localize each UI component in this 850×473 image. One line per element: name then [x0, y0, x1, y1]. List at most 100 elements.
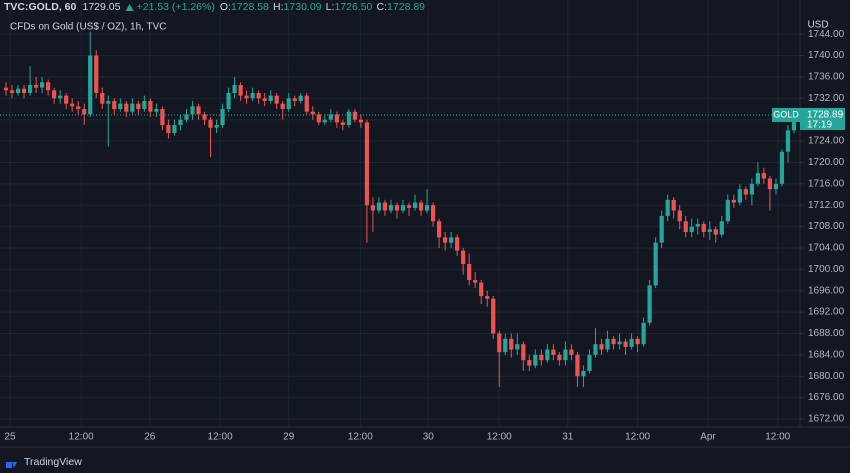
candle-body [196, 106, 201, 115]
x-tick-label: 12:00 [208, 432, 233, 443]
candle-body [124, 103, 129, 112]
candle-body [178, 119, 183, 126]
candle-body [521, 344, 526, 361]
candle-body [256, 92, 261, 99]
up-icon [125, 4, 134, 11]
candle-body [15, 88, 21, 93]
candle-body [148, 101, 153, 112]
candle-body [40, 82, 45, 88]
candle-body [641, 322, 646, 345]
candle-body [33, 84, 39, 88]
x-tick-label: Apr [700, 432, 716, 443]
x-tick-label: 26 [144, 432, 156, 443]
y-tick-label: 1732.00 [808, 93, 845, 104]
candle-body [268, 95, 273, 102]
grid [0, 0, 800, 427]
candle-body [527, 360, 532, 366]
candle-body [418, 202, 424, 211]
candle-body [346, 111, 351, 126]
candle-body [743, 189, 748, 195]
last-price: 1729.05 [83, 1, 121, 13]
candle-body [382, 202, 388, 211]
candle-body [70, 103, 75, 107]
candle-body [316, 114, 321, 123]
candle-body [388, 205, 394, 211]
subtitle: CFDs on Gold (US$ / OZ), 1h, TVC [10, 22, 167, 33]
candle-body [461, 250, 466, 265]
candle-body [94, 55, 99, 93]
candle-body [88, 55, 93, 115]
candle-body [82, 109, 87, 115]
candle-body [467, 264, 472, 281]
x-tick-label: 25 [4, 432, 16, 443]
candle-body [412, 202, 418, 208]
candle-body [533, 354, 538, 366]
candle-body [400, 205, 406, 211]
candles [3, 31, 797, 387]
candle-body [9, 90, 15, 93]
price-tag-price: 1728.89 [807, 110, 844, 121]
candle-body [238, 84, 243, 96]
candle-body [551, 349, 556, 355]
candle-body [118, 103, 123, 110]
candle-body [593, 344, 598, 355]
candle-body [292, 98, 297, 102]
x-tick-label: 12:00 [625, 432, 650, 443]
candle-body [737, 189, 742, 203]
candle-body [557, 354, 562, 361]
candle-body [328, 114, 333, 120]
candle-body [172, 125, 177, 134]
y-tick-label: 1704.00 [808, 243, 845, 254]
candle-body [701, 223, 706, 232]
candle-body [791, 114, 797, 131]
y-tick-label: 1708.00 [808, 221, 845, 232]
y-tick-label: 1692.00 [808, 307, 845, 318]
candle-body [52, 90, 57, 99]
y-tick-label: 1684.00 [808, 349, 845, 360]
candle-body [473, 280, 478, 283]
ohlc-label: O: [220, 1, 231, 13]
candle-body [304, 95, 309, 112]
x-tick-label: 12:00 [69, 432, 94, 443]
candle-body [785, 130, 791, 152]
candle-body [455, 237, 460, 251]
candle-body [587, 354, 592, 371]
y-tick-label: 1736.00 [808, 72, 845, 83]
brand[interactable]: TradingView [24, 456, 82, 468]
x-tick-label: 31 [562, 432, 574, 443]
y-tick-label: 1724.00 [808, 136, 845, 147]
y-tick-label: 1720.00 [808, 157, 845, 168]
candle-body [605, 338, 610, 350]
candle-body [725, 199, 730, 222]
candle-body [430, 205, 436, 222]
candle-body [226, 92, 231, 110]
candle-body [166, 125, 171, 134]
candle-body [599, 344, 604, 350]
candle-body [563, 349, 568, 361]
symbol-tag [772, 107, 800, 122]
candle-body [424, 205, 430, 211]
candle-body [611, 338, 616, 345]
y-tick-label: 1700.00 [808, 264, 845, 275]
change: +21.53 (+1.26%) [137, 1, 215, 13]
price-tag [800, 107, 845, 130]
candle-body [665, 199, 670, 216]
candle-body [160, 109, 165, 126]
candle-body [761, 173, 767, 179]
candle-body [244, 95, 249, 99]
candle-body [376, 202, 382, 211]
candle-body [617, 341, 622, 345]
candle-body [569, 349, 574, 355]
symbol-tag-label: GOLD [773, 109, 799, 119]
candle-body [713, 229, 718, 235]
logo-icon[interactable] [6, 462, 17, 468]
ohlc-value: 1728.89 [387, 1, 425, 13]
currency: USD [807, 20, 828, 31]
x-tick-label: 12:00 [487, 432, 512, 443]
candle-body [340, 122, 345, 126]
ohlc-label: L: [326, 1, 335, 13]
candle-body [136, 103, 141, 110]
candle-body [647, 285, 652, 323]
x-tick-label: 12:00 [765, 432, 790, 443]
